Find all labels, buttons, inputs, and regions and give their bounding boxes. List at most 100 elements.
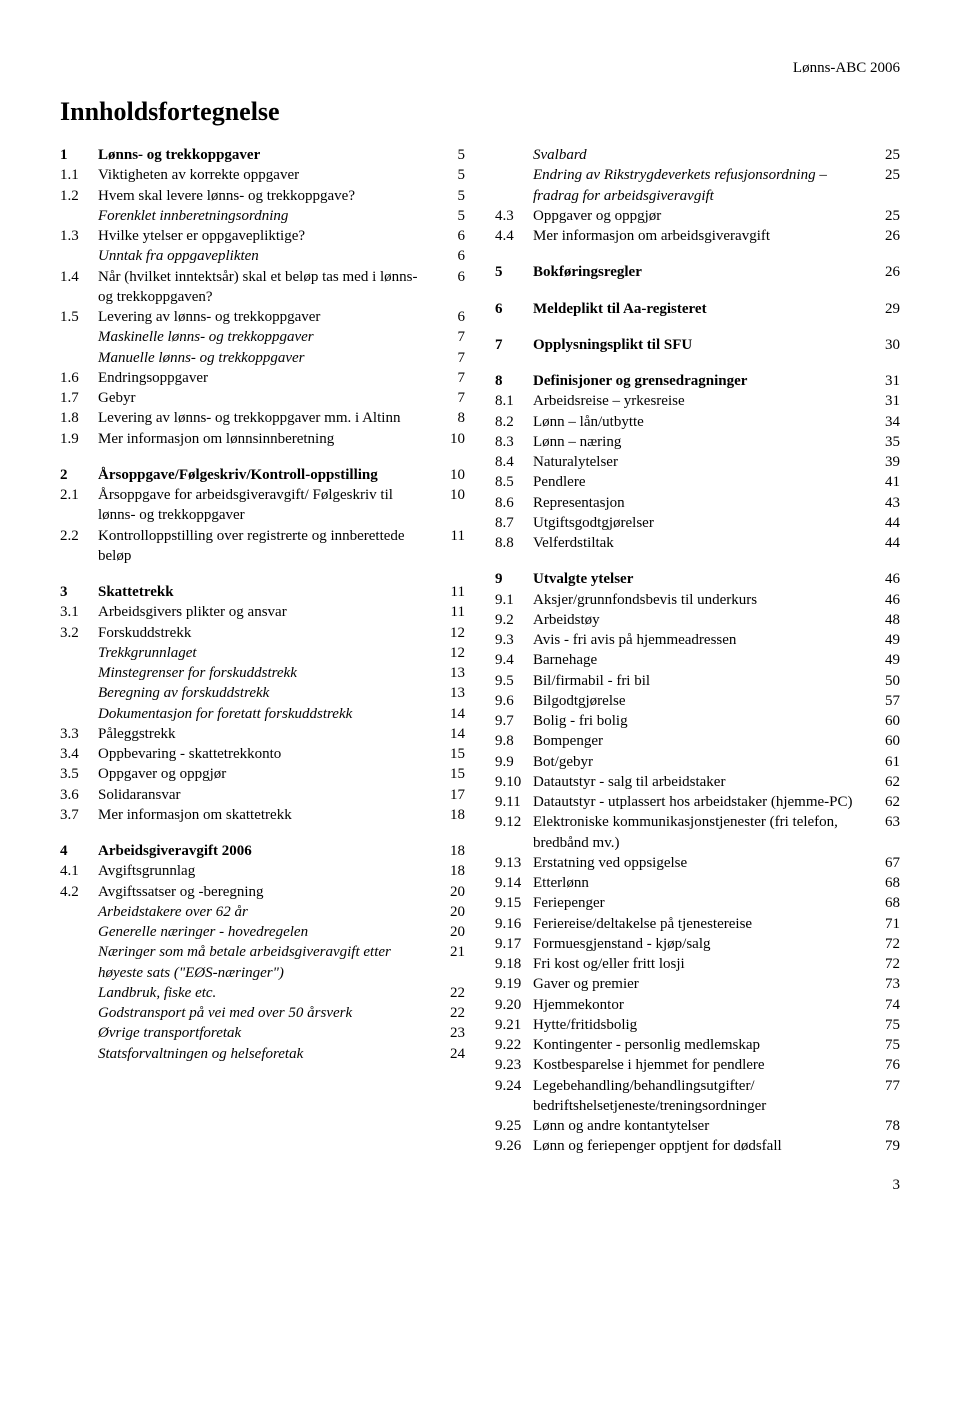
- toc-num: [60, 942, 98, 983]
- toc-text: Representasjon: [533, 493, 872, 513]
- toc-text: Oppgaver og oppgjør: [98, 764, 437, 784]
- toc-num: 9.16: [495, 914, 533, 934]
- toc-num: 3.2: [60, 623, 98, 643]
- toc-page: 25: [872, 165, 900, 206]
- toc-gap: [495, 283, 900, 299]
- toc-text: Levering av lønns- og trekkoppgaver mm. …: [98, 408, 437, 428]
- toc-num: 9.23: [495, 1055, 533, 1075]
- toc-row: 3.1Arbeidsgivers plikter og ansvar11: [60, 602, 465, 622]
- toc-page: 44: [872, 513, 900, 533]
- toc-text: Gaver og premier: [533, 974, 872, 994]
- toc-row: 9.10Datautstyr - salg til arbeidstaker62: [495, 772, 900, 792]
- toc-gap: [495, 319, 900, 335]
- toc-text: Årsoppgave for arbeidsgiveravgift/ Følge…: [98, 485, 437, 526]
- toc-row: 9.2Arbeidstøy48: [495, 610, 900, 630]
- toc-text: Mer informasjon om lønnsinnberetning: [98, 429, 437, 449]
- toc-num: 4.1: [60, 861, 98, 881]
- toc-num: 7: [495, 335, 533, 355]
- toc-num: 8.6: [495, 493, 533, 513]
- toc-text: Oppgaver og oppgjør: [533, 206, 872, 226]
- toc-text: Definisjoner og grensedragninger: [533, 371, 872, 391]
- toc-right-column: Svalbard25Endring av Rikstrygdeverkets r…: [495, 145, 900, 1157]
- toc-text: Kostbesparelse i hjemmet for pendlere: [533, 1055, 872, 1075]
- toc-text: Feriereise/deltakelse på tjenestereise: [533, 914, 872, 934]
- toc-num: 8.5: [495, 472, 533, 492]
- toc-page: 63: [872, 812, 900, 853]
- toc-row: Beregning av forskuddstrekk13: [60, 683, 465, 703]
- toc-row: 4Arbeidsgiveravgift 200618: [60, 841, 465, 861]
- toc-text: Avgiftsgrunnlag: [98, 861, 437, 881]
- toc-text: Lønn og feriepenger opptjent for dødsfal…: [533, 1136, 872, 1156]
- toc-row: 9.17Formuesgjenstand - kjøp/salg72: [495, 934, 900, 954]
- toc-columns: 1Lønns- og trekkoppgaver51.1Viktigheten …: [60, 145, 900, 1157]
- toc-page: 48: [872, 610, 900, 630]
- toc-row: Dokumentasjon for foretatt forskuddstrek…: [60, 704, 465, 724]
- toc-text: Beregning av forskuddstrekk: [98, 683, 437, 703]
- toc-page: 20: [437, 922, 465, 942]
- toc-text: Hjemmekontor: [533, 995, 872, 1015]
- toc-row: Godstransport på vei med over 50 årsverk…: [60, 1003, 465, 1023]
- toc-num: 2: [60, 465, 98, 485]
- page-title: Innholdsfortegnelse: [60, 97, 900, 127]
- toc-row: 1.6Endringsoppgaver7: [60, 368, 465, 388]
- toc-row: 9.25Lønn og andre kontantytelser78: [495, 1116, 900, 1136]
- toc-page: 15: [437, 764, 465, 784]
- toc-page: 14: [437, 724, 465, 744]
- toc-num: 9: [495, 569, 533, 589]
- toc-text: Feriepenger: [533, 893, 872, 913]
- toc-row: 5Bokføringsregler26: [495, 262, 900, 282]
- toc-num: [60, 327, 98, 347]
- toc-text: Avis - fri avis på hjemmeadressen: [533, 630, 872, 650]
- toc-text: Bompenger: [533, 731, 872, 751]
- toc-text: Arbeidstakere over 62 år: [98, 902, 437, 922]
- toc-row: Svalbard25: [495, 145, 900, 165]
- toc-row: 4.4Mer informasjon om arbeidsgiveravgift…: [495, 226, 900, 246]
- toc-num: 1: [60, 145, 98, 165]
- toc-text: Unntak fra oppgaveplikten: [98, 246, 437, 266]
- toc-row: 9.21Hytte/fritidsbolig75: [495, 1015, 900, 1035]
- toc-num: 3.1: [60, 602, 98, 622]
- toc-gap: [495, 553, 900, 569]
- toc-page: 7: [437, 368, 465, 388]
- toc-text: Velferdstiltak: [533, 533, 872, 553]
- toc-row: 1.1Viktigheten av korrekte oppgaver5: [60, 165, 465, 185]
- toc-row: 3.4Oppbevaring - skattetrekkonto15: [60, 744, 465, 764]
- toc-row: 1.7Gebyr7: [60, 388, 465, 408]
- toc-text: Opplysningsplikt til SFU: [533, 335, 872, 355]
- toc-num: 9.12: [495, 812, 533, 853]
- toc-row: Endring av Rikstrygdeverkets refusjonsor…: [495, 165, 900, 206]
- toc-page: 68: [872, 893, 900, 913]
- toc-num: 3.4: [60, 744, 98, 764]
- toc-num: 4.2: [60, 882, 98, 902]
- toc-row: 9.23Kostbesparelse i hjemmet for pendler…: [495, 1055, 900, 1075]
- toc-num: [60, 348, 98, 368]
- toc-text: Utgiftsgodtgjørelser: [533, 513, 872, 533]
- toc-text: Når (hvilket inntektsår) skal et beløp t…: [98, 267, 437, 308]
- toc-page: 34: [872, 412, 900, 432]
- toc-num: [60, 902, 98, 922]
- toc-row: Landbruk, fiske etc.22: [60, 983, 465, 1003]
- toc-page: 6: [437, 267, 465, 308]
- toc-text: Endring av Rikstrygdeverkets refusjonsor…: [533, 165, 872, 206]
- toc-num: [60, 922, 98, 942]
- toc-text: Erstatning ved oppsigelse: [533, 853, 872, 873]
- toc-row: 3.2Forskuddstrekk12: [60, 623, 465, 643]
- toc-num: [495, 145, 533, 165]
- toc-row: 9.18Fri kost og/eller fritt losji72: [495, 954, 900, 974]
- toc-text: Bokføringsregler: [533, 262, 872, 282]
- toc-row: 9.26Lønn og feriepenger opptjent for død…: [495, 1136, 900, 1156]
- toc-row: 9.7Bolig - fri bolig60: [495, 711, 900, 731]
- toc-num: 1.3: [60, 226, 98, 246]
- toc-text: Minstegrenser for forskuddstrekk: [98, 663, 437, 683]
- toc-gap: [60, 825, 465, 841]
- toc-page: 31: [872, 391, 900, 411]
- toc-num: 1.6: [60, 368, 98, 388]
- toc-text: Godstransport på vei med over 50 årsverk: [98, 1003, 437, 1023]
- toc-text: Datautstyr - utplassert hos arbeidstaker…: [533, 792, 872, 812]
- toc-row: 9.19Gaver og premier73: [495, 974, 900, 994]
- toc-row: 8Definisjoner og grensedragninger31: [495, 371, 900, 391]
- toc-text: Hvem skal levere lønns- og trekkoppgave?: [98, 186, 437, 206]
- toc-row: 6Meldeplikt til Aa-registeret29: [495, 299, 900, 319]
- toc-page: 41: [872, 472, 900, 492]
- toc-gap: [495, 355, 900, 371]
